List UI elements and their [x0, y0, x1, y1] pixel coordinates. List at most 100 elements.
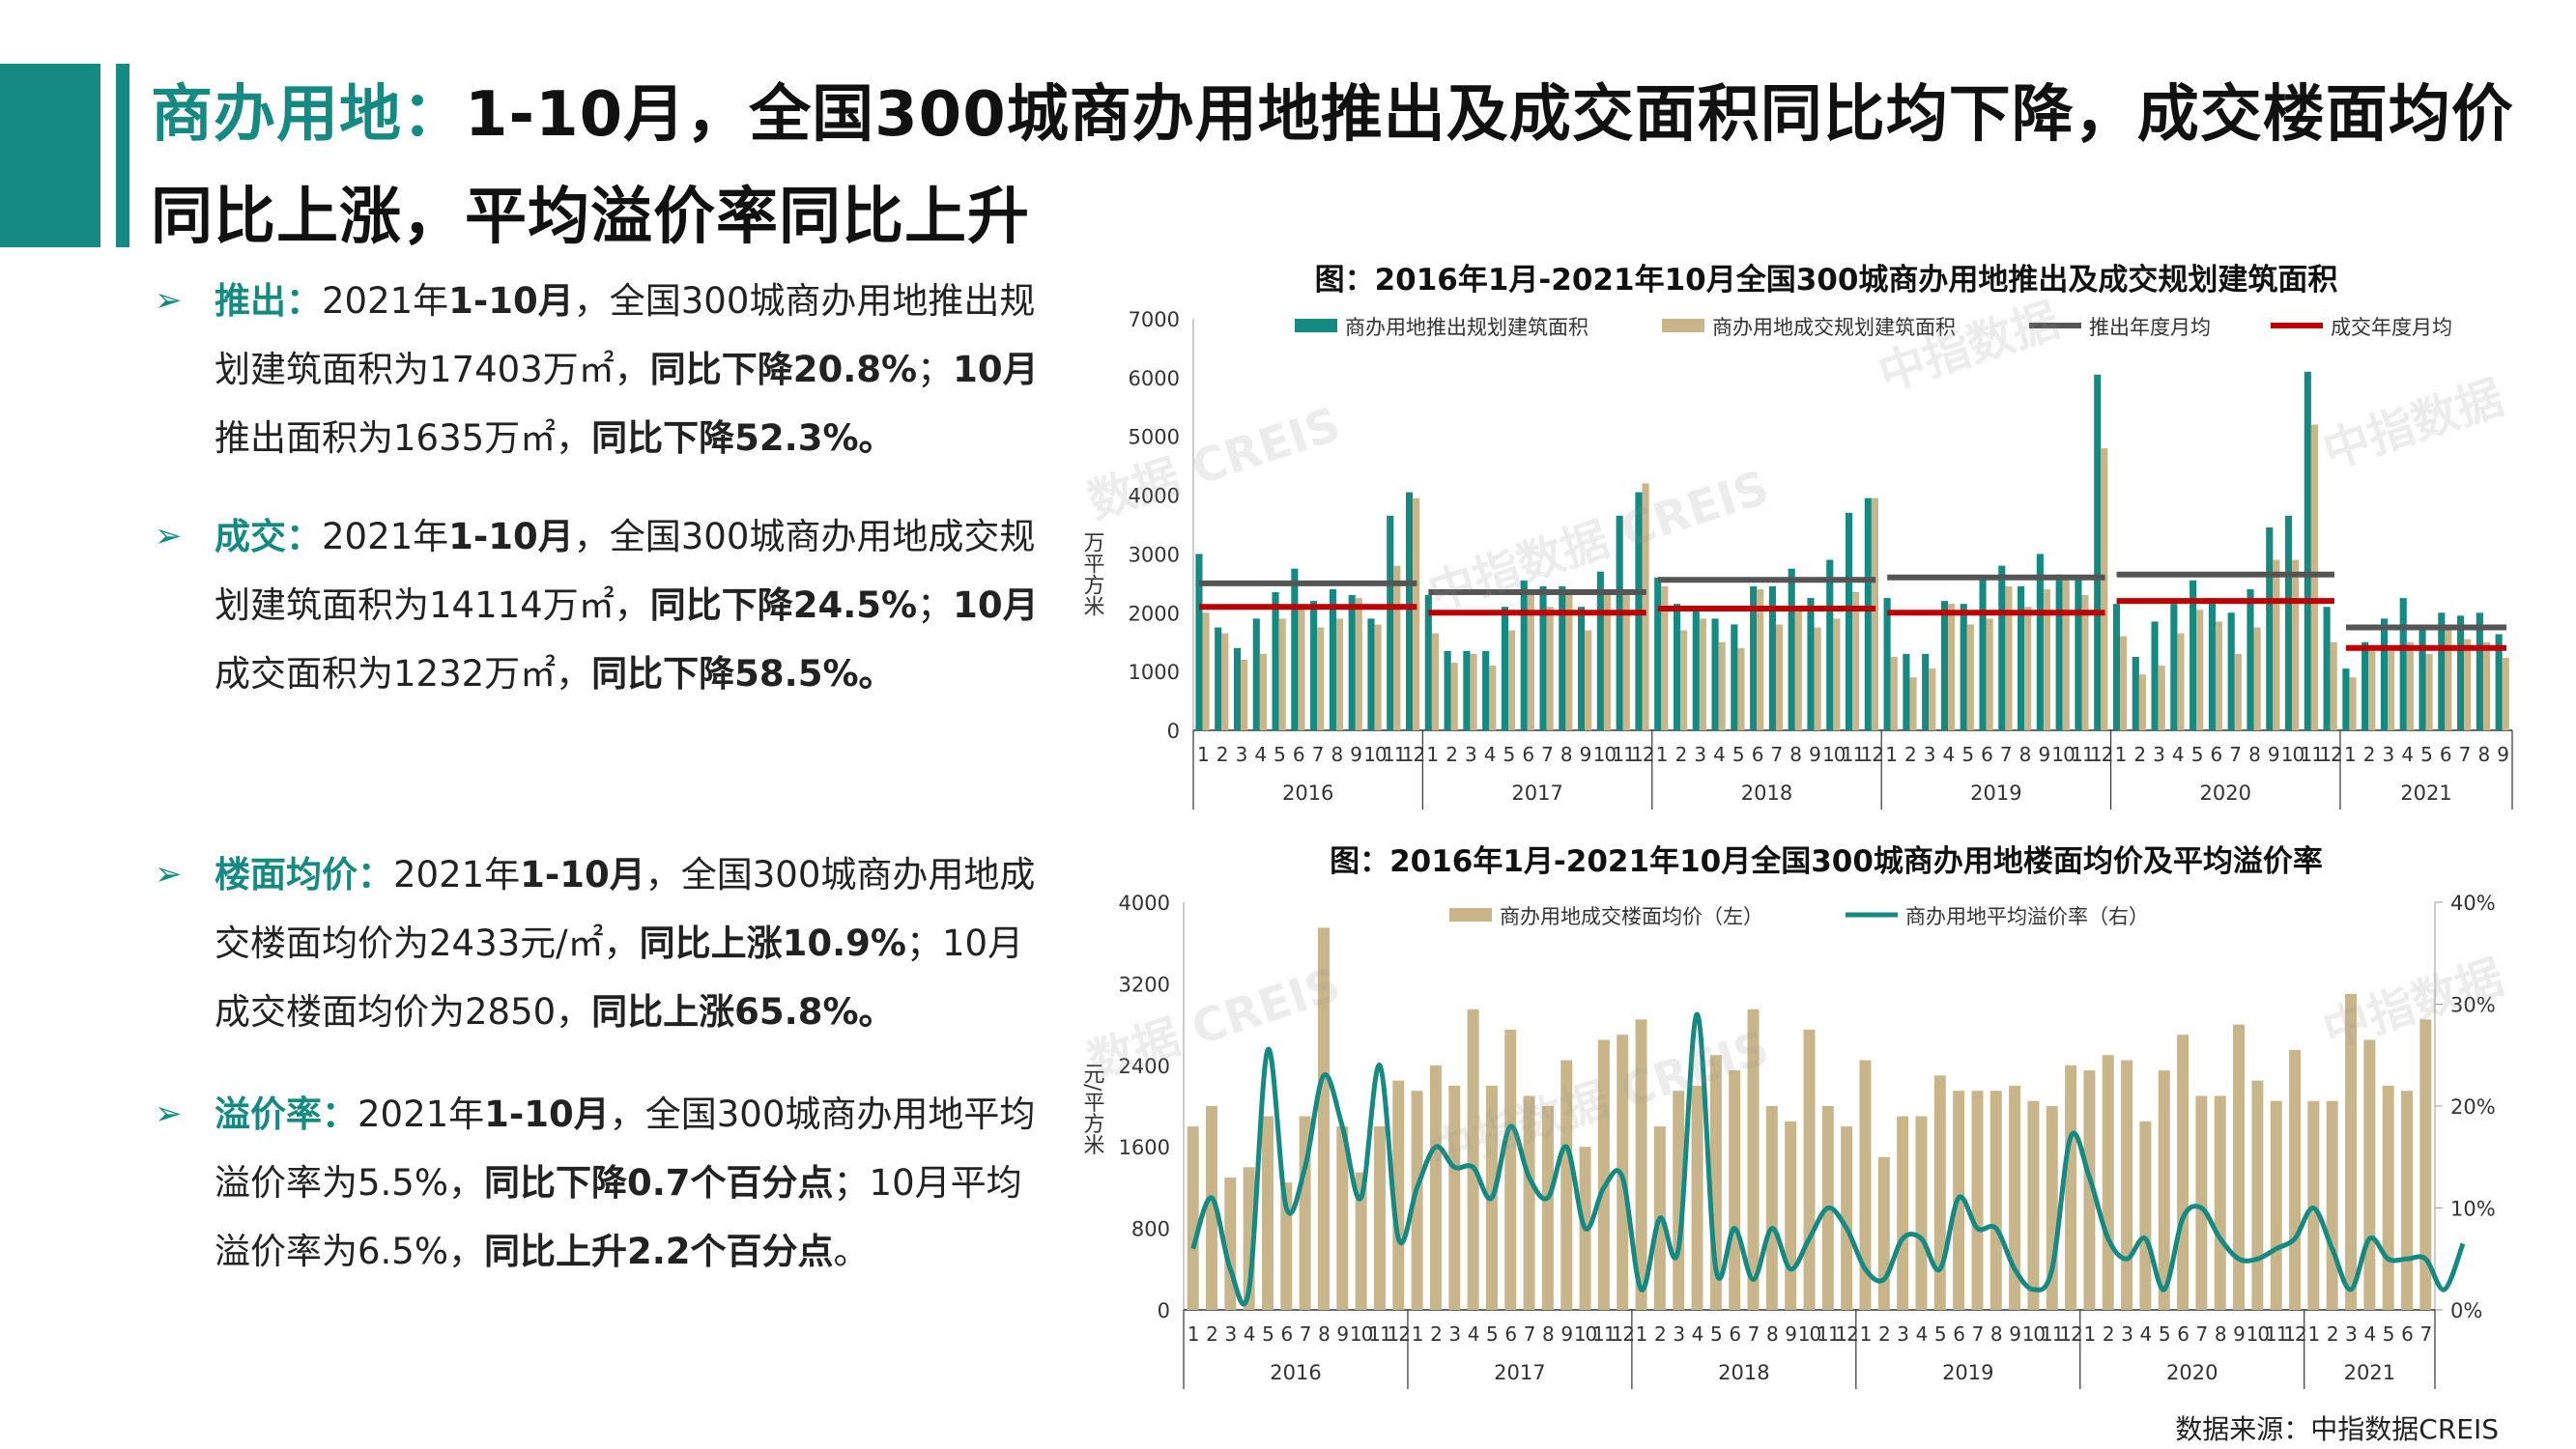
bar-floor-price — [2139, 1121, 2152, 1310]
bar-supply — [1520, 580, 1528, 730]
bar-transaction — [2062, 577, 2070, 730]
x-tick-label: 2 — [2327, 1322, 2338, 1346]
x-tick-label: 2 — [1430, 1322, 1442, 1346]
bar-supply — [1883, 598, 1891, 730]
x-tick-label: 3 — [1465, 743, 1476, 766]
bar-transaction — [1489, 666, 1497, 730]
bullet-segment: 1-10月 — [448, 280, 574, 322]
bar-supply — [1673, 604, 1681, 730]
bar-transaction — [1833, 618, 1841, 730]
x-tick-label: 12 — [1611, 1322, 1633, 1346]
x-tick-label: 11 — [1383, 743, 1405, 766]
legend-swatch — [1449, 908, 1492, 922]
bar-supply — [2438, 612, 2446, 730]
bar-supply — [2342, 668, 2350, 730]
x-tick-label: 8 — [2477, 743, 2489, 766]
bar-transaction — [1431, 633, 1440, 730]
x-tick-label: 2 — [1445, 743, 1457, 766]
bullet-segment: ，全国300城商办用地推出规划建筑面积为17403万㎡， — [215, 280, 1036, 390]
bar-transaction — [1966, 624, 1974, 730]
x-tick-label: 10 — [2281, 743, 2304, 766]
x-tick-label: 11 — [1368, 1322, 1390, 1346]
bar-transaction — [2482, 641, 2491, 730]
bar-supply — [1788, 568, 1795, 730]
x-tick-label: 8 — [2215, 1322, 2226, 1346]
bar-floor-price — [2289, 1049, 2302, 1310]
y-tick-label: 0 — [1158, 1299, 1170, 1322]
bar-transaction — [1929, 668, 1936, 730]
year-label: 2018 — [1741, 781, 1792, 805]
x-tick-label: 4 — [2363, 1322, 2375, 1346]
bar-floor-price — [1373, 1126, 1386, 1310]
x-tick-label: 9 — [1560, 1322, 1572, 1346]
bar-floor-price — [1747, 1009, 1760, 1310]
bar-floor-price — [1224, 1177, 1237, 1310]
bar-supply — [1692, 607, 1700, 730]
x-tick-label: 1 — [1656, 743, 1668, 766]
bullet-segment: 同比下降20.8% — [649, 349, 918, 390]
bar-transaction — [1565, 595, 1573, 730]
x-tick-label: 2 — [2133, 743, 2145, 766]
bar-transaction — [2406, 641, 2414, 730]
bar-transaction — [2120, 636, 2128, 730]
bar-floor-price — [1392, 1080, 1405, 1310]
bar-transaction — [1680, 630, 1688, 730]
x-tick-label: 5 — [2420, 743, 2432, 766]
bar-transaction — [2388, 650, 2395, 730]
bar-supply — [1826, 559, 1834, 730]
bullet-segment: 同比上涨10.9% — [639, 923, 907, 964]
bullet-segment: 同比下降0.7个百分点 — [484, 1162, 834, 1204]
bullet-segment: ，全国300城商办用地平均溢价率为5.5%， — [215, 1094, 1036, 1204]
bar-transaction — [2177, 633, 2185, 730]
bar-floor-price — [2251, 1080, 2264, 1310]
bar-transaction — [1413, 497, 1420, 730]
bullet-segment: 10月 — [953, 584, 1039, 626]
bar-floor-price — [1597, 1039, 1610, 1310]
x-tick-label: 7 — [2196, 1322, 2208, 1346]
x-tick-label: 8 — [1542, 1322, 1554, 1346]
bar-supply — [2112, 604, 2121, 730]
x-tick-label: 9 — [1785, 1322, 1796, 1346]
x-tick-label: 8 — [1789, 743, 1801, 766]
x-tick-label: 11 — [2301, 743, 2323, 766]
bar-transaction — [1890, 656, 1898, 730]
bar-floor-price — [1206, 1106, 1217, 1310]
bar-floor-price — [1709, 1055, 1722, 1310]
bar-transaction — [1661, 585, 1669, 730]
x-tick-label: 3 — [2383, 743, 2394, 766]
y-tick-label: 0 — [1167, 720, 1180, 743]
y2-tick-label: 20% — [2450, 1095, 2496, 1119]
y-tick-label: 2400 — [1119, 1055, 1170, 1078]
bullet-segment: 10月 — [953, 349, 1039, 390]
x-tick-label: 8 — [1560, 743, 1572, 766]
x-tick-label: 10 — [1593, 743, 1617, 766]
x-tick-label: 6 — [2177, 1322, 2189, 1346]
x-tick-label: 1 — [1885, 743, 1897, 766]
bar-transaction — [2043, 588, 2051, 730]
bar-supply — [1750, 585, 1758, 730]
bar-supply — [1291, 568, 1299, 730]
bar-floor-price — [2158, 1070, 2170, 1310]
bullet-segment: 同比下降52.3%。 — [591, 417, 895, 459]
bar-supply — [2476, 612, 2483, 730]
y-tick-label: 3200 — [1119, 973, 1170, 996]
bar-floor-price — [2401, 1091, 2413, 1310]
bar-supply — [2036, 554, 2044, 730]
bar-transaction — [1508, 630, 1516, 730]
bar-transaction — [2330, 641, 2337, 730]
x-tick-label: 3 — [1673, 1322, 1684, 1346]
bar-floor-price — [2009, 1085, 2021, 1310]
year-label: 2017 — [1494, 1361, 1545, 1384]
bar-floor-price — [2214, 1095, 2226, 1310]
x-tick-label: 5 — [2159, 1322, 2170, 1346]
bar-transaction — [1317, 627, 1325, 730]
bar-supply — [1272, 591, 1279, 730]
bar-transaction — [1221, 633, 1229, 730]
title-highlight: 商办用地： — [151, 79, 465, 151]
bullet-segment: 1-10月 — [484, 1094, 610, 1135]
bar-supply — [2227, 612, 2235, 730]
bar-supply — [1559, 585, 1566, 730]
year-label: 2020 — [2166, 1361, 2218, 1384]
bar-floor-price — [2027, 1100, 2040, 1310]
x-tick-label: 3 — [2153, 743, 2164, 766]
